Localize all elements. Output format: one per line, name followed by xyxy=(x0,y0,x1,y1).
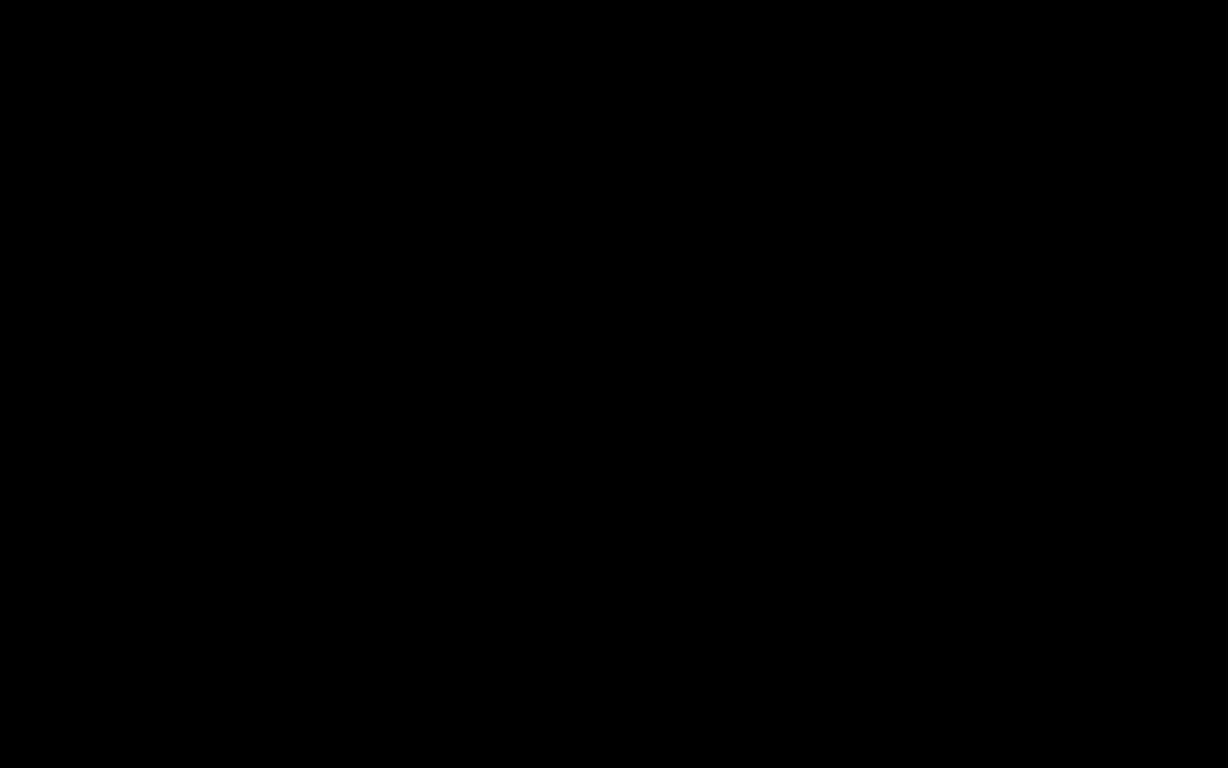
colorbar-gradient xyxy=(487,8,745,25)
colorbar-max-label xyxy=(751,10,754,26)
